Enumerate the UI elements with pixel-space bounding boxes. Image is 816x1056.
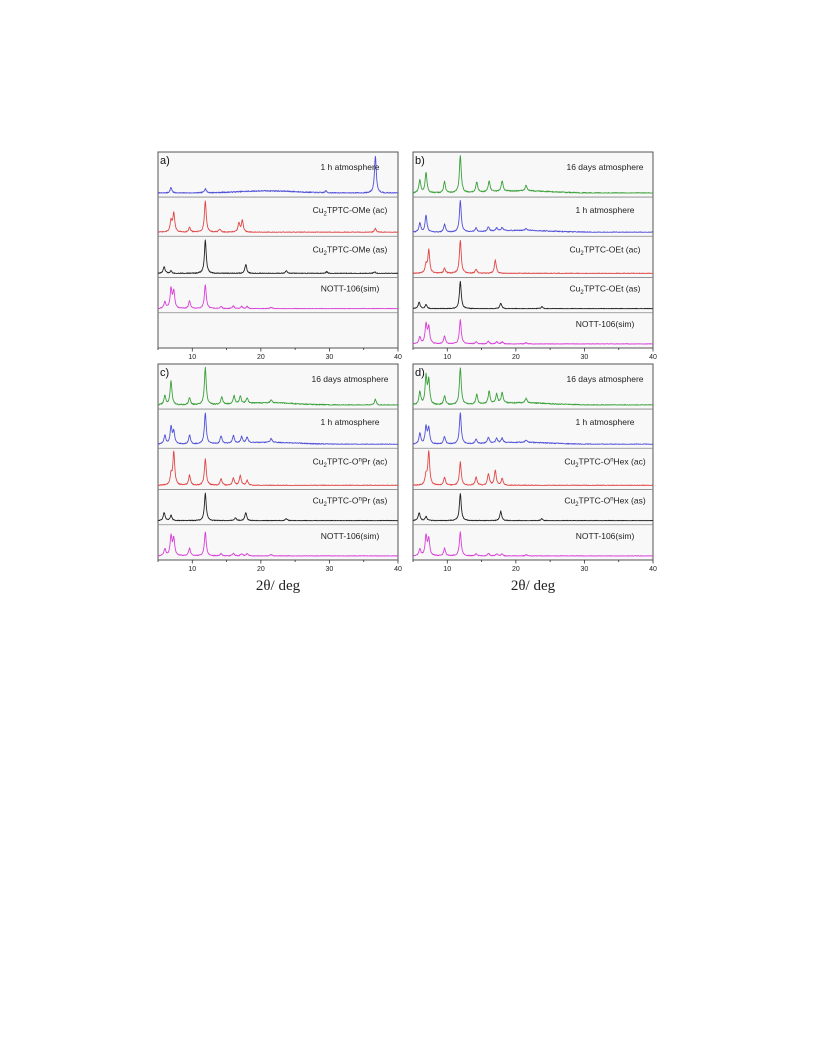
series-label: 16 days atmosphere: [311, 374, 388, 384]
series-line-1: [412, 412, 654, 445]
series-line-3: [157, 284, 399, 310]
x-tick-label: 30: [581, 566, 589, 573]
panel-frame: [412, 363, 654, 561]
series-label: Cu2TPTC-OnPr (ac): [313, 457, 388, 470]
series-label: NOTT-106(sim): [321, 284, 380, 294]
series-line-0: [157, 366, 399, 406]
series-label: 16 days atmosphere: [566, 374, 643, 384]
series-line-3: [412, 280, 654, 310]
series-label: 16 days atmosphere: [566, 162, 643, 172]
x-tick-label: 40: [394, 354, 402, 361]
series-label: Cu2TPTC-OEt (as): [570, 284, 641, 297]
x-axis-label: 2θ/ deg: [256, 578, 301, 594]
series-line-1: [157, 200, 399, 233]
series-line-2: [157, 239, 399, 274]
series-label: Cu2TPTC-OMe (as): [313, 245, 388, 258]
series-line-4: [157, 531, 399, 557]
series-label: 1 h atmosphere: [320, 417, 379, 427]
x-tick-label: 10: [188, 354, 196, 361]
panel-letter: a): [160, 155, 170, 167]
x-tick-label: 30: [326, 354, 334, 361]
panel-frame: [157, 151, 399, 349]
series-label: Cu2TPTC-OnHex (as): [564, 496, 645, 509]
panel-letter: d): [415, 367, 425, 379]
series-line-3: [412, 493, 654, 522]
series-label: NOTT-106(sim): [321, 531, 380, 541]
panel-b: 16 days atmosphere 1 h atmosphere Cu2TPTC-…: [412, 151, 657, 361]
series-label: 1 h atmosphere: [575, 205, 634, 215]
series-label: Cu2TPTC-OMe (ac): [313, 205, 388, 218]
series-line-3: [157, 492, 399, 522]
panel-letter: b): [415, 155, 425, 167]
x-axis-label: 2θ/ deg: [511, 578, 556, 594]
series-line-0: [412, 155, 654, 194]
x-tick-label: 40: [394, 566, 402, 573]
series-line-4: [412, 319, 654, 345]
series-label: Cu2TPTC-OEt (ac): [570, 245, 641, 258]
series-line-2: [157, 450, 399, 486]
series-line-4: [412, 531, 654, 557]
series-label: Cu2TPTC-OnHex (ac): [564, 457, 645, 470]
panel-letter: c): [160, 367, 169, 379]
series-label: 1 h atmosphere: [575, 417, 634, 427]
series-label: Cu2TPTC-OnPr (as): [313, 496, 388, 509]
series-label: NOTT-106(sim): [576, 319, 635, 329]
panel-a: 1 h atmosphere Cu2TPTC-OMe (ac) Cu2TPTC-OM…: [157, 151, 402, 361]
x-tick-label: 10: [443, 354, 451, 361]
series-line-2: [412, 450, 654, 486]
x-tick-label: 10: [188, 566, 196, 573]
x-tick-label: 20: [257, 566, 265, 573]
x-tick-label: 20: [512, 354, 520, 361]
x-tick-label: 30: [581, 354, 589, 361]
x-tick-label: 10: [443, 566, 451, 573]
panel-d: 16 days atmosphere 1 h atmosphere Cu2TPTC-…: [412, 363, 657, 594]
series-label: 1 h atmosphere: [320, 162, 379, 172]
series-line-0: [157, 155, 399, 194]
x-tick-label: 30: [326, 566, 334, 573]
series-label: NOTT-106(sim): [576, 531, 635, 541]
series-line-2: [412, 240, 654, 274]
panel-frame: [157, 363, 399, 561]
series-line-0: [412, 367, 654, 406]
x-tick-label: 20: [257, 354, 265, 361]
series-line-1: [412, 200, 654, 233]
x-tick-label: 20: [512, 566, 520, 573]
series-line-1: [157, 412, 399, 445]
panel-frame: [412, 151, 654, 349]
x-tick-label: 40: [649, 354, 657, 361]
x-tick-label: 40: [649, 566, 657, 573]
panel-c: 16 days atmosphere 1 h atmosphere Cu2TPTC-…: [157, 363, 402, 594]
